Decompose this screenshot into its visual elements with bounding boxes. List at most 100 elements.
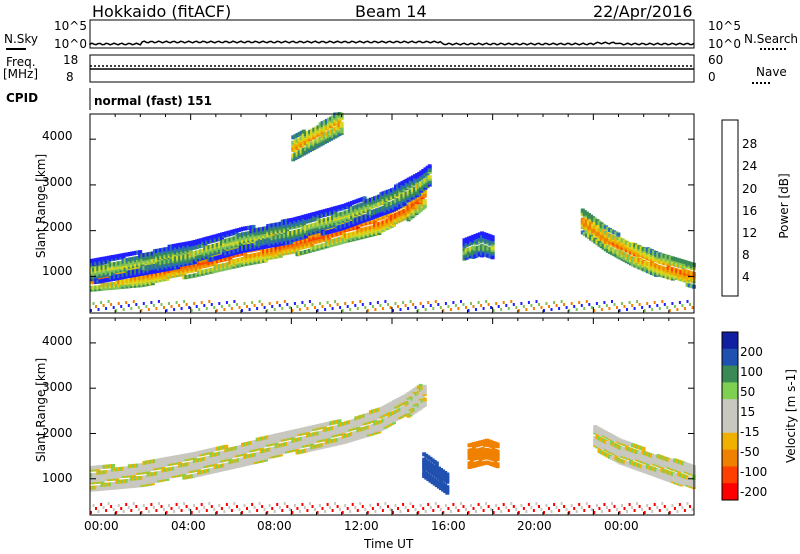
power-ground-scatter — [442, 309, 445, 312]
power-echo-cell — [427, 175, 432, 180]
power-echo-cell — [396, 198, 401, 202]
power-ground-scatter — [661, 300, 664, 303]
power-ground-scatter — [532, 307, 535, 310]
power-echo-cell — [362, 227, 367, 232]
power-echo-cell — [490, 246, 495, 251]
power-echo-cell — [108, 262, 113, 267]
velocity-echo-cell — [119, 466, 124, 471]
power-echo-cell — [473, 246, 478, 251]
power-echo-cell — [366, 226, 371, 231]
power-ground-scatter — [261, 303, 264, 306]
power-echo-cell — [129, 251, 134, 256]
xtick-2400: 00:00 — [604, 519, 639, 533]
power-echo-cell — [251, 253, 256, 258]
velocity-ytick-4000: 4000 — [42, 334, 73, 348]
power-echo-cell — [213, 243, 218, 248]
power-echo-cell — [243, 231, 248, 236]
velocity-echo-cell — [104, 464, 109, 469]
velocity-echo-cell — [213, 452, 218, 457]
velocity-echo-cell — [159, 458, 164, 462]
power-echo-cell — [262, 236, 266, 241]
power-echo-cell — [301, 237, 306, 242]
power-echo-cell — [389, 214, 394, 219]
power-echo-cell — [295, 216, 300, 221]
power-ground-scatter — [160, 303, 163, 306]
power-echo-cell — [343, 203, 348, 208]
power-echo-cell — [348, 221, 352, 226]
power-echo-cell — [146, 252, 151, 257]
power-echo-cell — [190, 273, 195, 278]
power-echo-cell — [299, 136, 304, 141]
power-echo-cell — [171, 244, 176, 248]
power-echo-cell — [217, 255, 222, 260]
power-echo-cell — [631, 257, 636, 261]
power-echo-cell — [466, 247, 471, 252]
velocity-echo-cell — [220, 451, 224, 456]
power-ground-scatter — [580, 304, 583, 307]
power-echo-cell — [402, 209, 407, 213]
power-echo-cell — [90, 258, 94, 263]
power-echo-cell — [379, 206, 384, 211]
power-echo-cell — [341, 204, 346, 208]
power-echo-cell — [236, 248, 241, 253]
power-ground-scatter — [497, 305, 500, 308]
velocity-echo-cell — [194, 473, 199, 478]
power-ground-scatter — [253, 304, 256, 307]
power-echo-cell — [616, 250, 621, 255]
power-echo-cell — [188, 251, 193, 256]
power-echo-cell — [230, 237, 235, 241]
power-echo-cell — [295, 229, 300, 234]
power-ground-scatter — [165, 309, 168, 312]
power-echo-cell — [633, 243, 638, 248]
power-echo-cell — [339, 221, 344, 226]
power-ground-scatter — [628, 301, 631, 304]
power-echo-cell — [314, 222, 319, 227]
power-echo-cell — [159, 248, 164, 253]
power-echo-cell — [211, 256, 216, 261]
power-echo-cell — [249, 240, 254, 245]
velocity-echo-cell — [184, 475, 189, 480]
power-ground-scatter — [475, 308, 477, 311]
power-echo-cell — [180, 255, 185, 260]
velocity-echo-cell — [131, 463, 136, 468]
power-echo-cell — [322, 228, 327, 233]
power-echo-cell — [477, 232, 482, 237]
power-echo-cell — [314, 126, 319, 131]
power-echo-cell — [643, 248, 648, 253]
power-echo-cell — [152, 263, 157, 268]
power-echo-cell — [272, 247, 277, 252]
power-echo-cell — [226, 251, 231, 255]
power-ground-scatter — [215, 309, 218, 312]
power-ground-scatter — [95, 305, 97, 308]
power-ground-scatter — [427, 301, 430, 304]
power-echo-cell — [362, 214, 367, 219]
power-ground-scatter — [107, 300, 110, 303]
velocity-echo-cell — [100, 465, 105, 469]
power-echo-cell — [337, 222, 342, 227]
power-echo-cell — [165, 247, 170, 251]
power-echo-cell — [591, 223, 596, 228]
power-echo-cell — [595, 239, 600, 244]
power-echo-cell — [299, 149, 304, 154]
power-echo-cell — [188, 274, 193, 279]
velocity-echo-cell — [186, 462, 191, 467]
power-echo-cell — [100, 283, 105, 288]
power-echo-cell — [413, 187, 417, 191]
power-ground-scatter — [183, 300, 186, 303]
nsky-legend-line — [6, 48, 26, 50]
power-echo-cell — [184, 241, 189, 246]
power-echo-cell — [318, 136, 323, 141]
power-echo-cell — [243, 242, 248, 246]
power-echo-cell — [163, 260, 168, 265]
velocity-echo-cell — [129, 464, 134, 469]
power-echo-cell — [337, 225, 342, 230]
velocity-echo-cell — [188, 461, 193, 466]
power-echo-cell — [241, 257, 245, 261]
power-echo-cell — [662, 266, 667, 271]
power-echo-cell — [106, 263, 111, 268]
power-ground-scatter — [92, 302, 95, 305]
power-echo-cell — [226, 230, 231, 235]
power-ground-scatter — [530, 304, 533, 307]
power-echo-cell — [197, 249, 201, 254]
power-echo-cell — [291, 217, 296, 222]
